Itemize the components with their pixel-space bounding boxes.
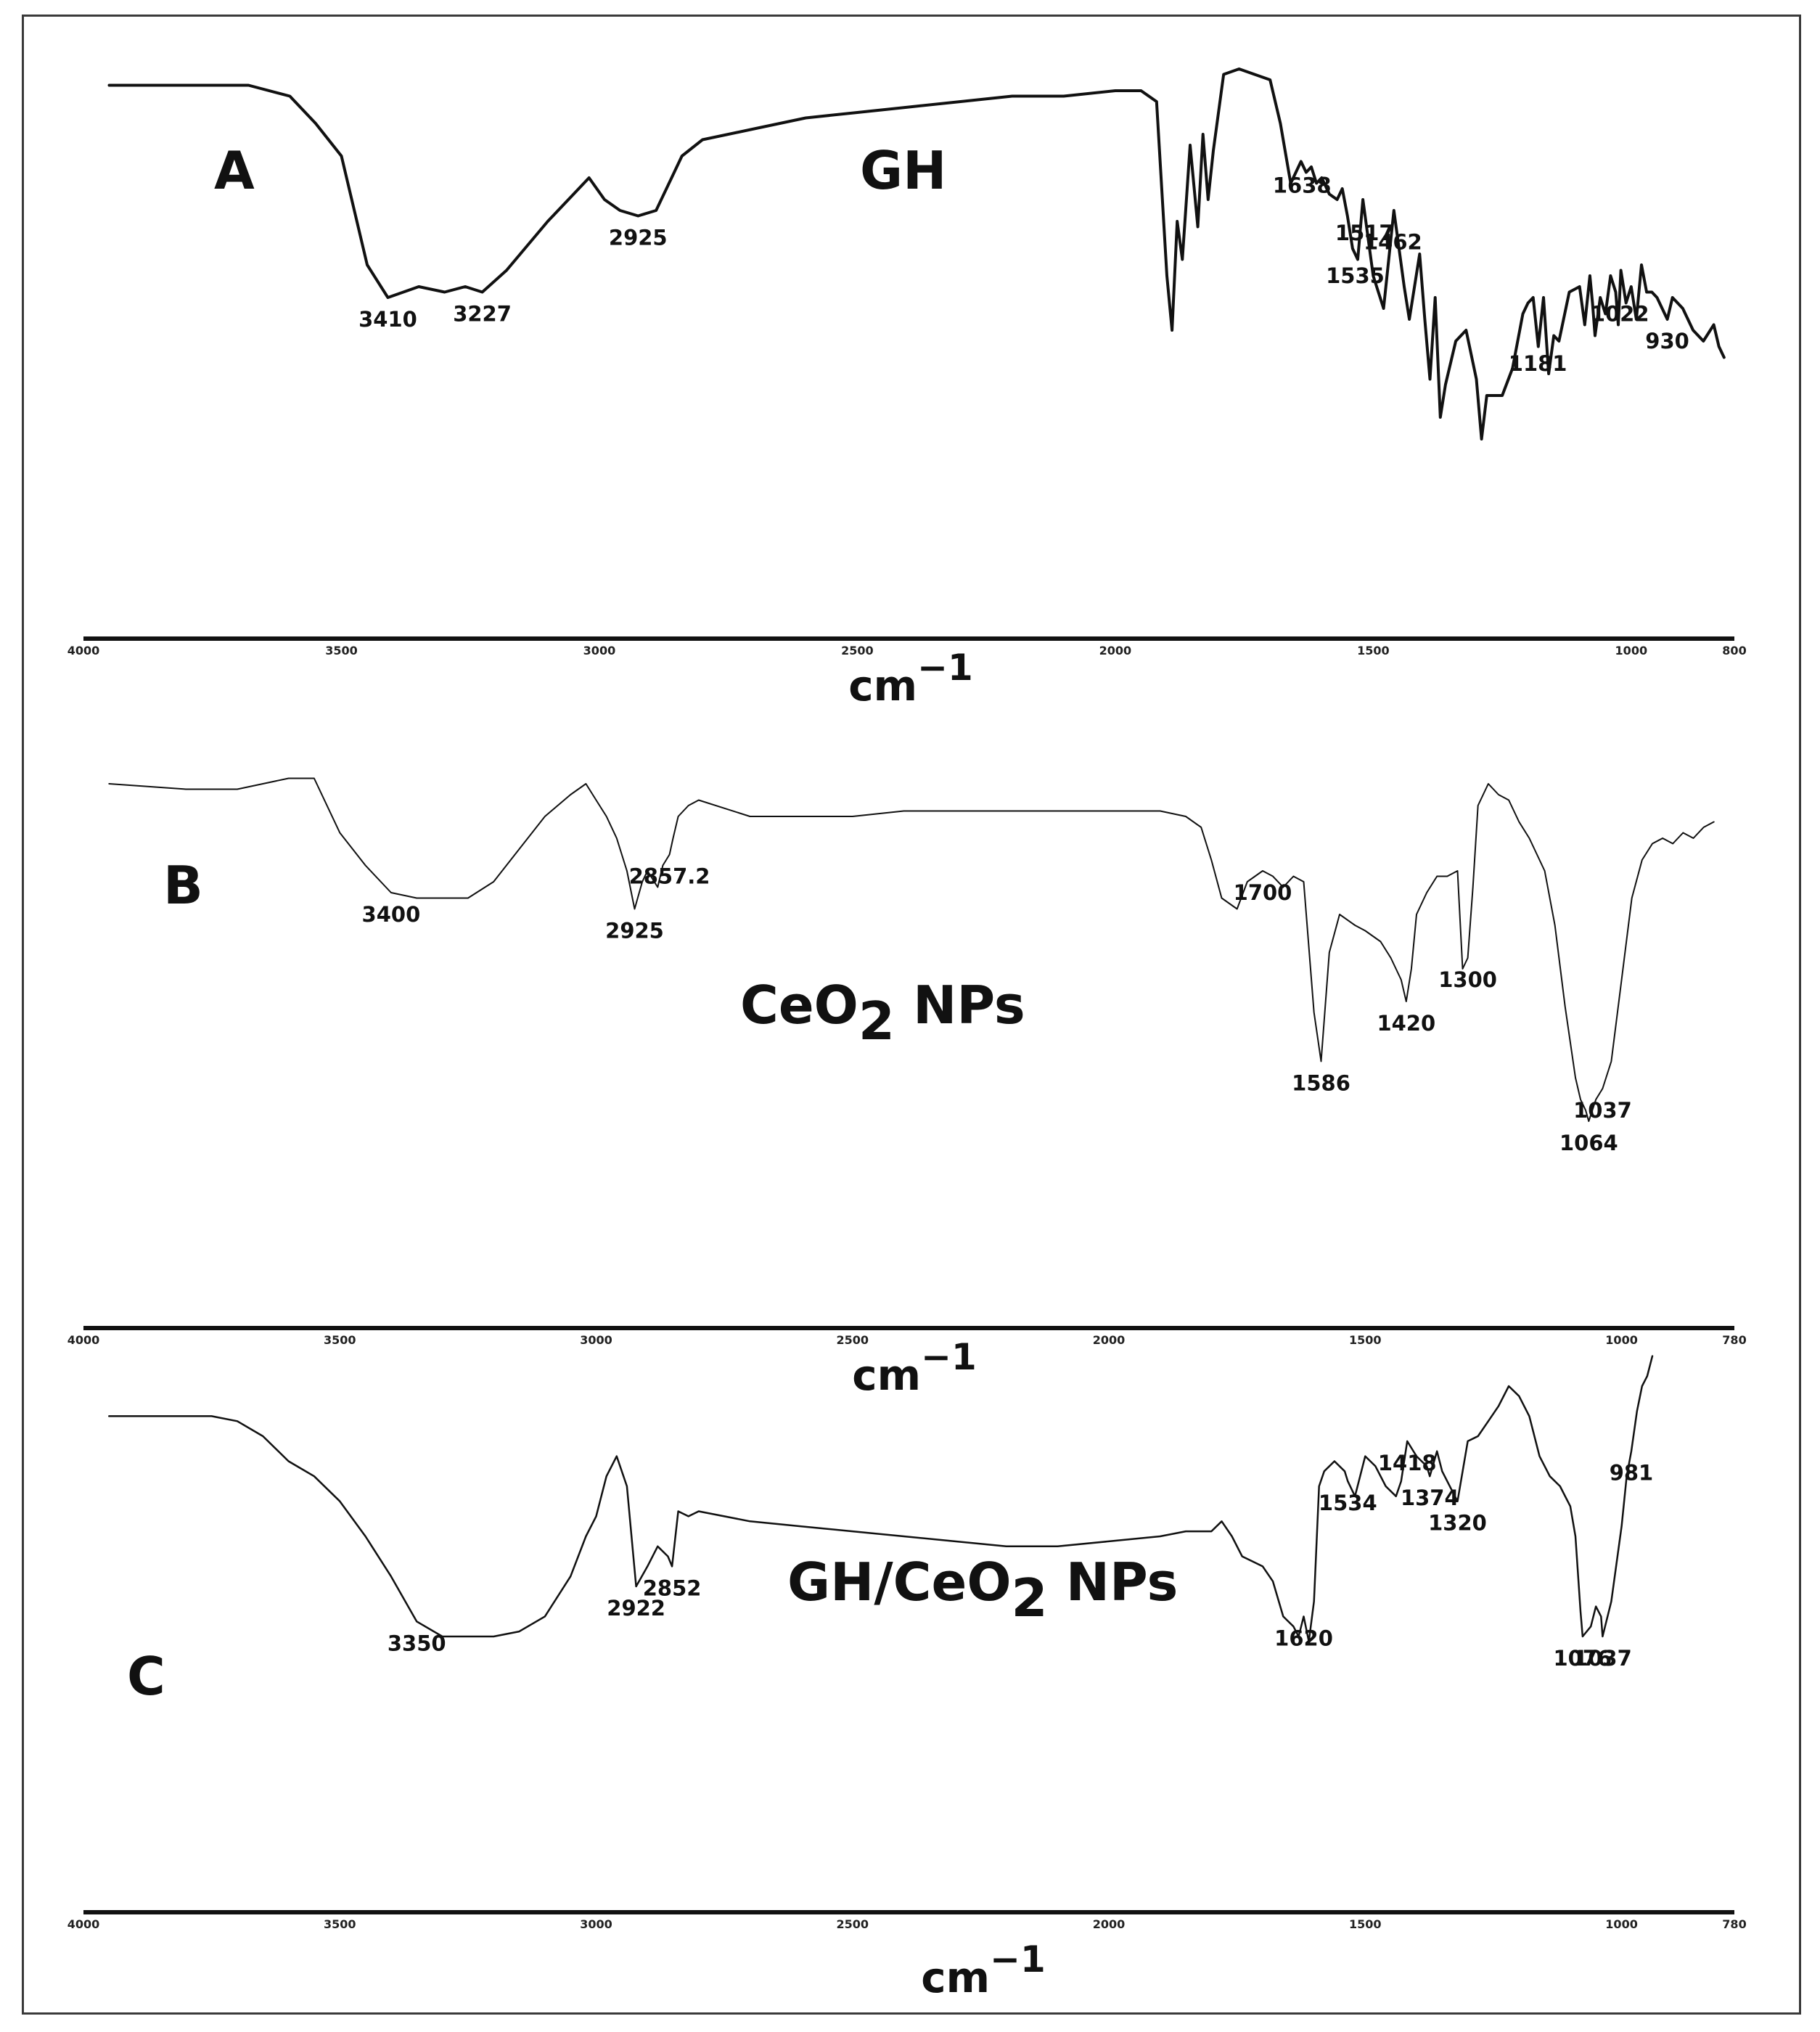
spectrum-line (107, 67, 1726, 441)
peak-label: 1462 (1364, 230, 1422, 255)
x-tick-label: 1000 (1605, 1333, 1638, 1347)
peak-label: 1418 (1378, 1451, 1437, 1475)
peak-label: 1517 (1335, 221, 1394, 245)
peak-label: 2925 (609, 226, 668, 250)
peak-label: 1064 (1559, 1131, 1618, 1155)
figure-frame (22, 15, 1801, 2015)
panel-title-gh-ceo2: GH/CeO2 NPs (787, 1552, 1178, 1629)
chart-panel-c: 4000 3500 3000 2500 2000 1500 1000 780 cm−1 C GH/C… (67, 1355, 1747, 2002)
panel-title-gh: GH (860, 140, 946, 201)
x-tick-label: 1500 (1349, 1333, 1382, 1347)
peak-label: 3350 (388, 1631, 446, 1655)
x-tick-label: 2000 (1093, 1917, 1126, 1931)
peak-label: 3400 (362, 902, 421, 927)
peak-label: 1535 (1326, 263, 1385, 288)
peak-label: 981 (1610, 1461, 1654, 1486)
x-tick-label: 3000 (580, 1333, 612, 1347)
x-tick-label: 3500 (324, 1333, 356, 1347)
spectrum-line (108, 1355, 1654, 1643)
peak-label: 2857.2 (629, 864, 710, 889)
panel-title-ceo2: CeO2 NPs (740, 975, 1025, 1052)
peak-label: 2852 (643, 1576, 702, 1600)
x-tick-label: 780 (1722, 1333, 1746, 1347)
x-tick-label: 780 (1722, 1917, 1746, 1931)
x-tick-label: 3000 (580, 1917, 612, 1931)
chart-panel-b: 4000 3500 3000 2500 2000 1500 1000 780 cm−1 B CeO2… (67, 777, 1747, 1400)
x-axis-unit-label: cm−1 (848, 647, 973, 710)
peak-label: 1534 (1319, 1491, 1377, 1515)
peak-label: 1586 (1292, 1071, 1350, 1096)
x-tick-label: 4000 (67, 1333, 100, 1347)
x-axis-unit-label: cm−1 (852, 1336, 977, 1400)
peak-label: 2922 (607, 1596, 665, 1621)
x-tick-label: 2500 (837, 1917, 869, 1931)
x-tick-label: 2500 (837, 1333, 869, 1347)
x-tick-label: 2000 (1093, 1333, 1126, 1347)
x-tick-label: 3000 (583, 644, 616, 657)
x-tick-label: 4000 (67, 1917, 100, 1931)
panel-label-c: C (127, 1646, 165, 1707)
chart-panel-a: 4000 3500 3000 2500 2000 1500 1000 800 cm−1 A GH 34… (67, 67, 1747, 710)
x-tick-label: 1500 (1349, 1917, 1382, 1931)
peak-label: 1037 (1573, 1646, 1632, 1671)
peak-label: 1620 (1274, 1626, 1333, 1650)
peak-label: 2925 (605, 919, 664, 943)
x-tick-label: 800 (1722, 644, 1746, 657)
peak-label: 3410 (358, 307, 417, 332)
peak-label: 930 (1645, 329, 1689, 353)
x-tick-label: 2500 (841, 644, 874, 657)
peak-label: 1076 (1554, 1646, 1612, 1671)
x-tick-label: 1000 (1615, 644, 1648, 657)
spectrum-line (108, 777, 1715, 1122)
x-tick-label: 3500 (325, 644, 358, 657)
peak-label: 1037 (1573, 1098, 1632, 1123)
peak-label: 1374 (1401, 1486, 1459, 1510)
x-axis-unit-label: cm−1 (921, 1938, 1046, 2002)
peak-label: 1320 (1428, 1511, 1487, 1536)
peak-label: 1022 (1591, 302, 1649, 327)
peak-label: 3227 (453, 302, 512, 327)
peak-label: 1181 (1509, 351, 1567, 376)
peak-label: 1420 (1377, 1011, 1435, 1036)
panel-label-b: B (163, 855, 203, 916)
x-tick-label: 2000 (1099, 644, 1132, 657)
peak-label: 1638 (1273, 173, 1332, 198)
x-tick-label: 4000 (67, 644, 100, 657)
x-tick-label: 1500 (1357, 644, 1390, 657)
panel-label-a: A (214, 140, 255, 201)
x-tick-label: 1000 (1605, 1917, 1638, 1931)
peak-label: 1700 (1234, 880, 1292, 905)
peak-label: 1300 (1438, 967, 1497, 992)
x-tick-label: 3500 (324, 1917, 356, 1931)
